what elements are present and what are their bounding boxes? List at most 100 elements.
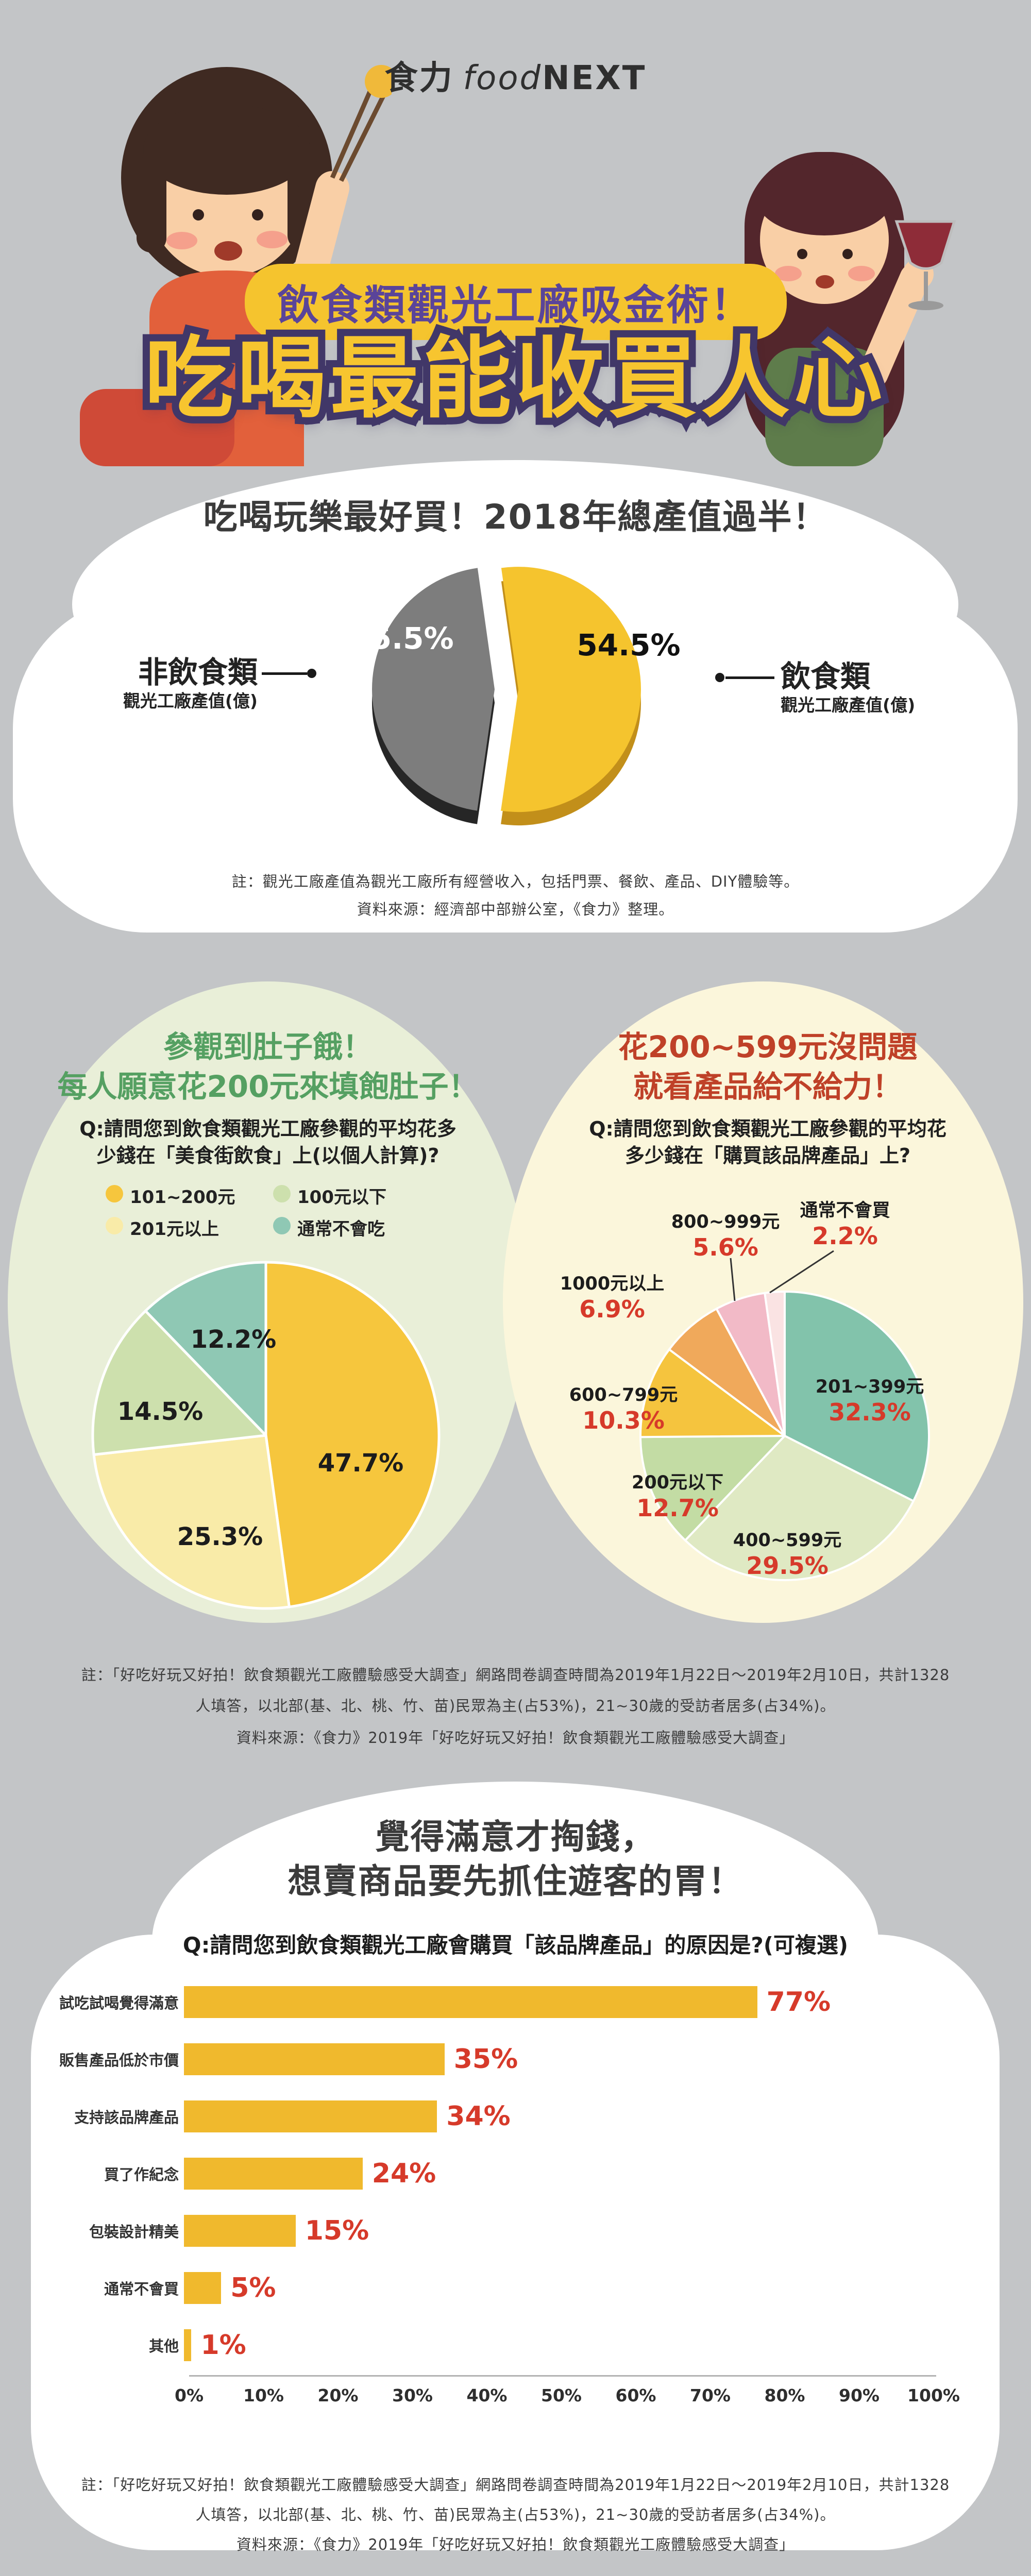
- pie-slice: [684, 1435, 915, 1581]
- callout-category: 600~799元: [569, 1385, 678, 1405]
- pie-slice: [501, 567, 641, 812]
- callout-percent: 6.9%: [579, 1295, 645, 1323]
- bar-track: 34%: [184, 2100, 511, 2132]
- brand-logo-cn: 食力: [384, 59, 454, 97]
- survey-note-1: 註：「好吃好玩又好拍！飲食類觀光工廠體驗感受大調查」網路問卷調查時間為2019年…: [81, 1666, 950, 1684]
- x-axis-tick: 50%: [541, 2385, 582, 2405]
- bowl: [80, 389, 234, 466]
- callout-percent: 5.6%: [692, 1233, 758, 1261]
- pie-slice: [668, 1308, 786, 1437]
- survey-note-bottom-3: 資料來源：《食力》2019年「好吃好玩又好拍！飲食類觀光工廠體驗感受大調查」: [236, 2536, 795, 2553]
- label-nonfood-sub: 觀光工廠產值(億): [123, 691, 258, 711]
- label-nonfood: 非飲食類: [138, 655, 258, 690]
- section-reasons-question: Q:請問您到飲食類觀光工廠會購買「該品牌產品」的原因是?(可複選): [182, 1933, 849, 1958]
- pie-chart-production-value: [371, 567, 641, 826]
- subtitle-badge: 飲食類觀光工廠吸金術！: [244, 264, 787, 340]
- bar-row: 販售產品低於市價 35%: [58, 2030, 1006, 2088]
- bar-value-label: 34%: [446, 2100, 511, 2132]
- bar-category-label: 包裝設計精美: [89, 2223, 179, 2241]
- section-brand-title-1: 花200~599元沒問題: [618, 1029, 918, 1064]
- callout-category: 800~999元: [671, 1212, 780, 1232]
- bangs: [143, 104, 310, 195]
- bar-value-label: 15%: [305, 2215, 369, 2246]
- bar-category-label: 支持該品牌產品: [74, 2108, 179, 2126]
- bar-track: 5%: [184, 2272, 276, 2304]
- callout-percent: 2.2%: [812, 1222, 878, 1250]
- pie-callout: 200元以下 12.7%: [632, 1471, 723, 1522]
- section-food-question-1: Q:請問您到飲食類觀光工廠參觀的平均花多: [79, 1117, 457, 1140]
- bar-value-label: 24%: [371, 2158, 436, 2189]
- legend-label: 201元以上: [130, 1219, 219, 1240]
- pie-slice: [371, 568, 495, 811]
- section-brand-question-1: Q:請問您到飲食類觀光工廠參觀的平均花: [589, 1117, 947, 1140]
- x-axis-tick: 70%: [690, 2385, 731, 2405]
- pie-callout: 201~399元 32.3%: [816, 1376, 924, 1426]
- survey-note-2: 人填答，以北部(基、北、桃、竹、苗)民眾為主(占53%)，21~30歲的受訪者居…: [195, 1697, 836, 1715]
- bar-track: 24%: [184, 2157, 436, 2190]
- bar-row: 買了作紀念 24%: [58, 2145, 1006, 2202]
- bar: [184, 2214, 296, 2247]
- hair-side: [137, 155, 166, 252]
- pie-slice: [144, 1261, 267, 1437]
- top-garment: [765, 348, 884, 466]
- bar: [184, 2272, 222, 2304]
- bar: [184, 2100, 437, 2132]
- pie-chart-brand-product: [639, 1291, 930, 1581]
- pie-food-pct-1: 25.3%: [177, 1522, 263, 1551]
- bar-row: 其他 1%: [58, 2316, 1006, 2374]
- x-axis-tick: 60%: [615, 2385, 656, 2405]
- pie-food-pct-0: 47.7%: [317, 1449, 404, 1478]
- chopsticks-icon: [330, 76, 379, 179]
- mouth: [214, 241, 242, 261]
- callout-line: [262, 672, 307, 675]
- bangs: [756, 161, 892, 235]
- x-axis-tick: 80%: [764, 2385, 805, 2405]
- survey-note-bottom-1: 註：「好吃好玩又好拍！飲食類觀光工廠體驗感受大調查」網路問卷調查時間為2019年…: [81, 2476, 950, 2494]
- bar-chart: 試吃試喝覺得滿意 77% 販售產品低於市價 35% 支持該品牌產品 34% 買了作紀念 24%…: [58, 1973, 1006, 2374]
- bar-track: 35%: [184, 2043, 518, 2075]
- x-axis-tick: 10%: [243, 2385, 284, 2405]
- section-food-title-1: 參觀到肚子餓！: [163, 1029, 373, 1064]
- section-reasons-title-1: 覺得滿意才掏錢，: [375, 1817, 656, 1857]
- legend-label: 通常不會吃: [297, 1219, 385, 1240]
- pie-callout: 通常不會買 2.2%: [800, 1199, 890, 1250]
- pie-callout: 800~999元 5.6%: [671, 1211, 780, 1261]
- bar-row: 支持該品牌產品 34%: [58, 2088, 1006, 2145]
- pie-percent-food: 54.5%: [577, 628, 681, 663]
- x-axis-tick: 40%: [466, 2385, 508, 2405]
- pie-food-pct-2: 14.5%: [117, 1397, 204, 1426]
- pie-chart-food-street: [91, 1261, 441, 1610]
- bar-value-label: 1%: [200, 2329, 246, 2361]
- pie-callout: 600~799元 10.3%: [569, 1384, 678, 1434]
- bar-category-label: 試吃試喝覺得滿意: [59, 1994, 179, 2012]
- x-axis-tick: 20%: [317, 2385, 359, 2405]
- legend-dot: [106, 1217, 123, 1234]
- main-title-outline: 吃喝最能收買人心: [138, 319, 890, 437]
- eye: [842, 249, 853, 259]
- x-axis-tick: 0%: [174, 2385, 204, 2405]
- bar: [184, 2157, 363, 2190]
- pie-slice: [264, 1261, 441, 1608]
- pie-callout: 400~599元 29.5%: [733, 1529, 841, 1580]
- pie-slice: [92, 1434, 291, 1610]
- eye: [193, 209, 204, 221]
- mouth: [816, 275, 834, 289]
- blush: [775, 266, 802, 281]
- bar-row: 通常不會買 5%: [58, 2259, 1006, 2316]
- callout-dot: [307, 669, 316, 678]
- callout-category: 200元以下: [631, 1472, 724, 1493]
- bar-category-label: 販售產品低於市價: [59, 2051, 179, 2069]
- section-brand-title-2: 就看產品給不給力！: [633, 1069, 902, 1104]
- wine-glass-icon: [894, 220, 956, 270]
- bar: [184, 1986, 757, 2018]
- callout-percent: 12.7%: [636, 1494, 719, 1522]
- x-axis-tick: 30%: [392, 2385, 433, 2405]
- section-food-question-2: 少錢在「美食街飲食」上(以個人計算)?: [96, 1144, 440, 1167]
- bar-track: 1%: [184, 2329, 246, 2361]
- legend-dot: [273, 1185, 291, 1202]
- food-bite: [365, 65, 392, 98]
- callout-percent: 10.3%: [582, 1406, 665, 1434]
- note-production-1: 註：觀光工廠產值為觀光工廠所有經營收入，包括門票、餐飲、產品、DIY體驗等。: [231, 873, 800, 890]
- legend-label: 100元以下: [297, 1187, 386, 1208]
- callout-category: 201~399元: [815, 1377, 924, 1397]
